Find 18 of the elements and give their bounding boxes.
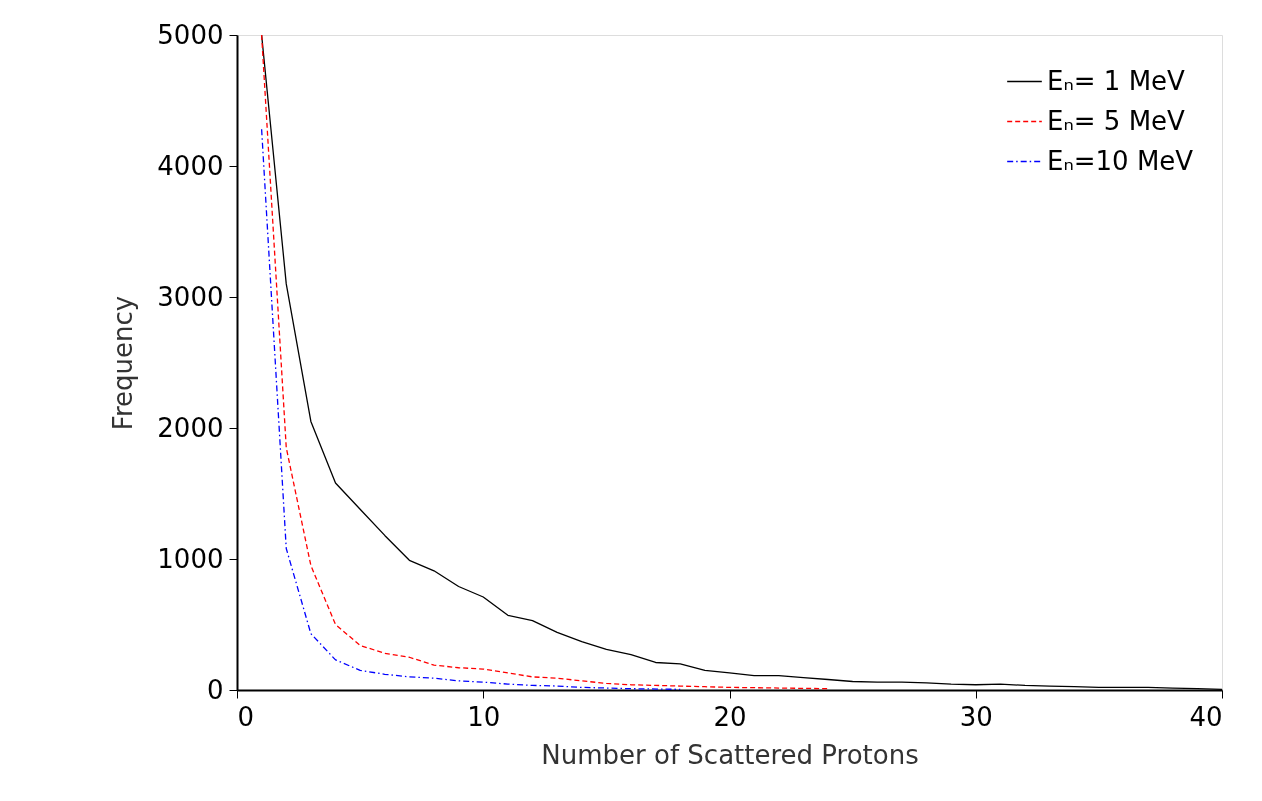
y-axis-title: Frequency: [108, 295, 139, 431]
y-tick-label: 5000: [157, 19, 224, 50]
legend-label: Eₙ= 5 MeV: [1047, 105, 1186, 136]
x-tick-label: 30: [959, 701, 993, 732]
y-tick-label: 3000: [157, 281, 224, 312]
x-tick-label: 0: [237, 701, 255, 732]
line-series: [260, 35, 829, 690]
line-series: [260, 128, 681, 690]
y-tick-label: 4000: [157, 150, 224, 181]
x-axis-title: Number of Scattered Protons: [541, 739, 919, 770]
x-tick-label: 10: [467, 701, 501, 732]
y-tick-label: 2000: [157, 412, 224, 443]
x-tick-label: 40: [1189, 701, 1223, 732]
legend-label: Eₙ= 1 MeV: [1047, 65, 1186, 96]
x-tick-label: 20: [713, 701, 747, 732]
y-tick-label: 1000: [157, 543, 224, 574]
legend-label: Eₙ=10 MeV: [1047, 145, 1194, 176]
y-tick-label: 0: [206, 674, 224, 705]
